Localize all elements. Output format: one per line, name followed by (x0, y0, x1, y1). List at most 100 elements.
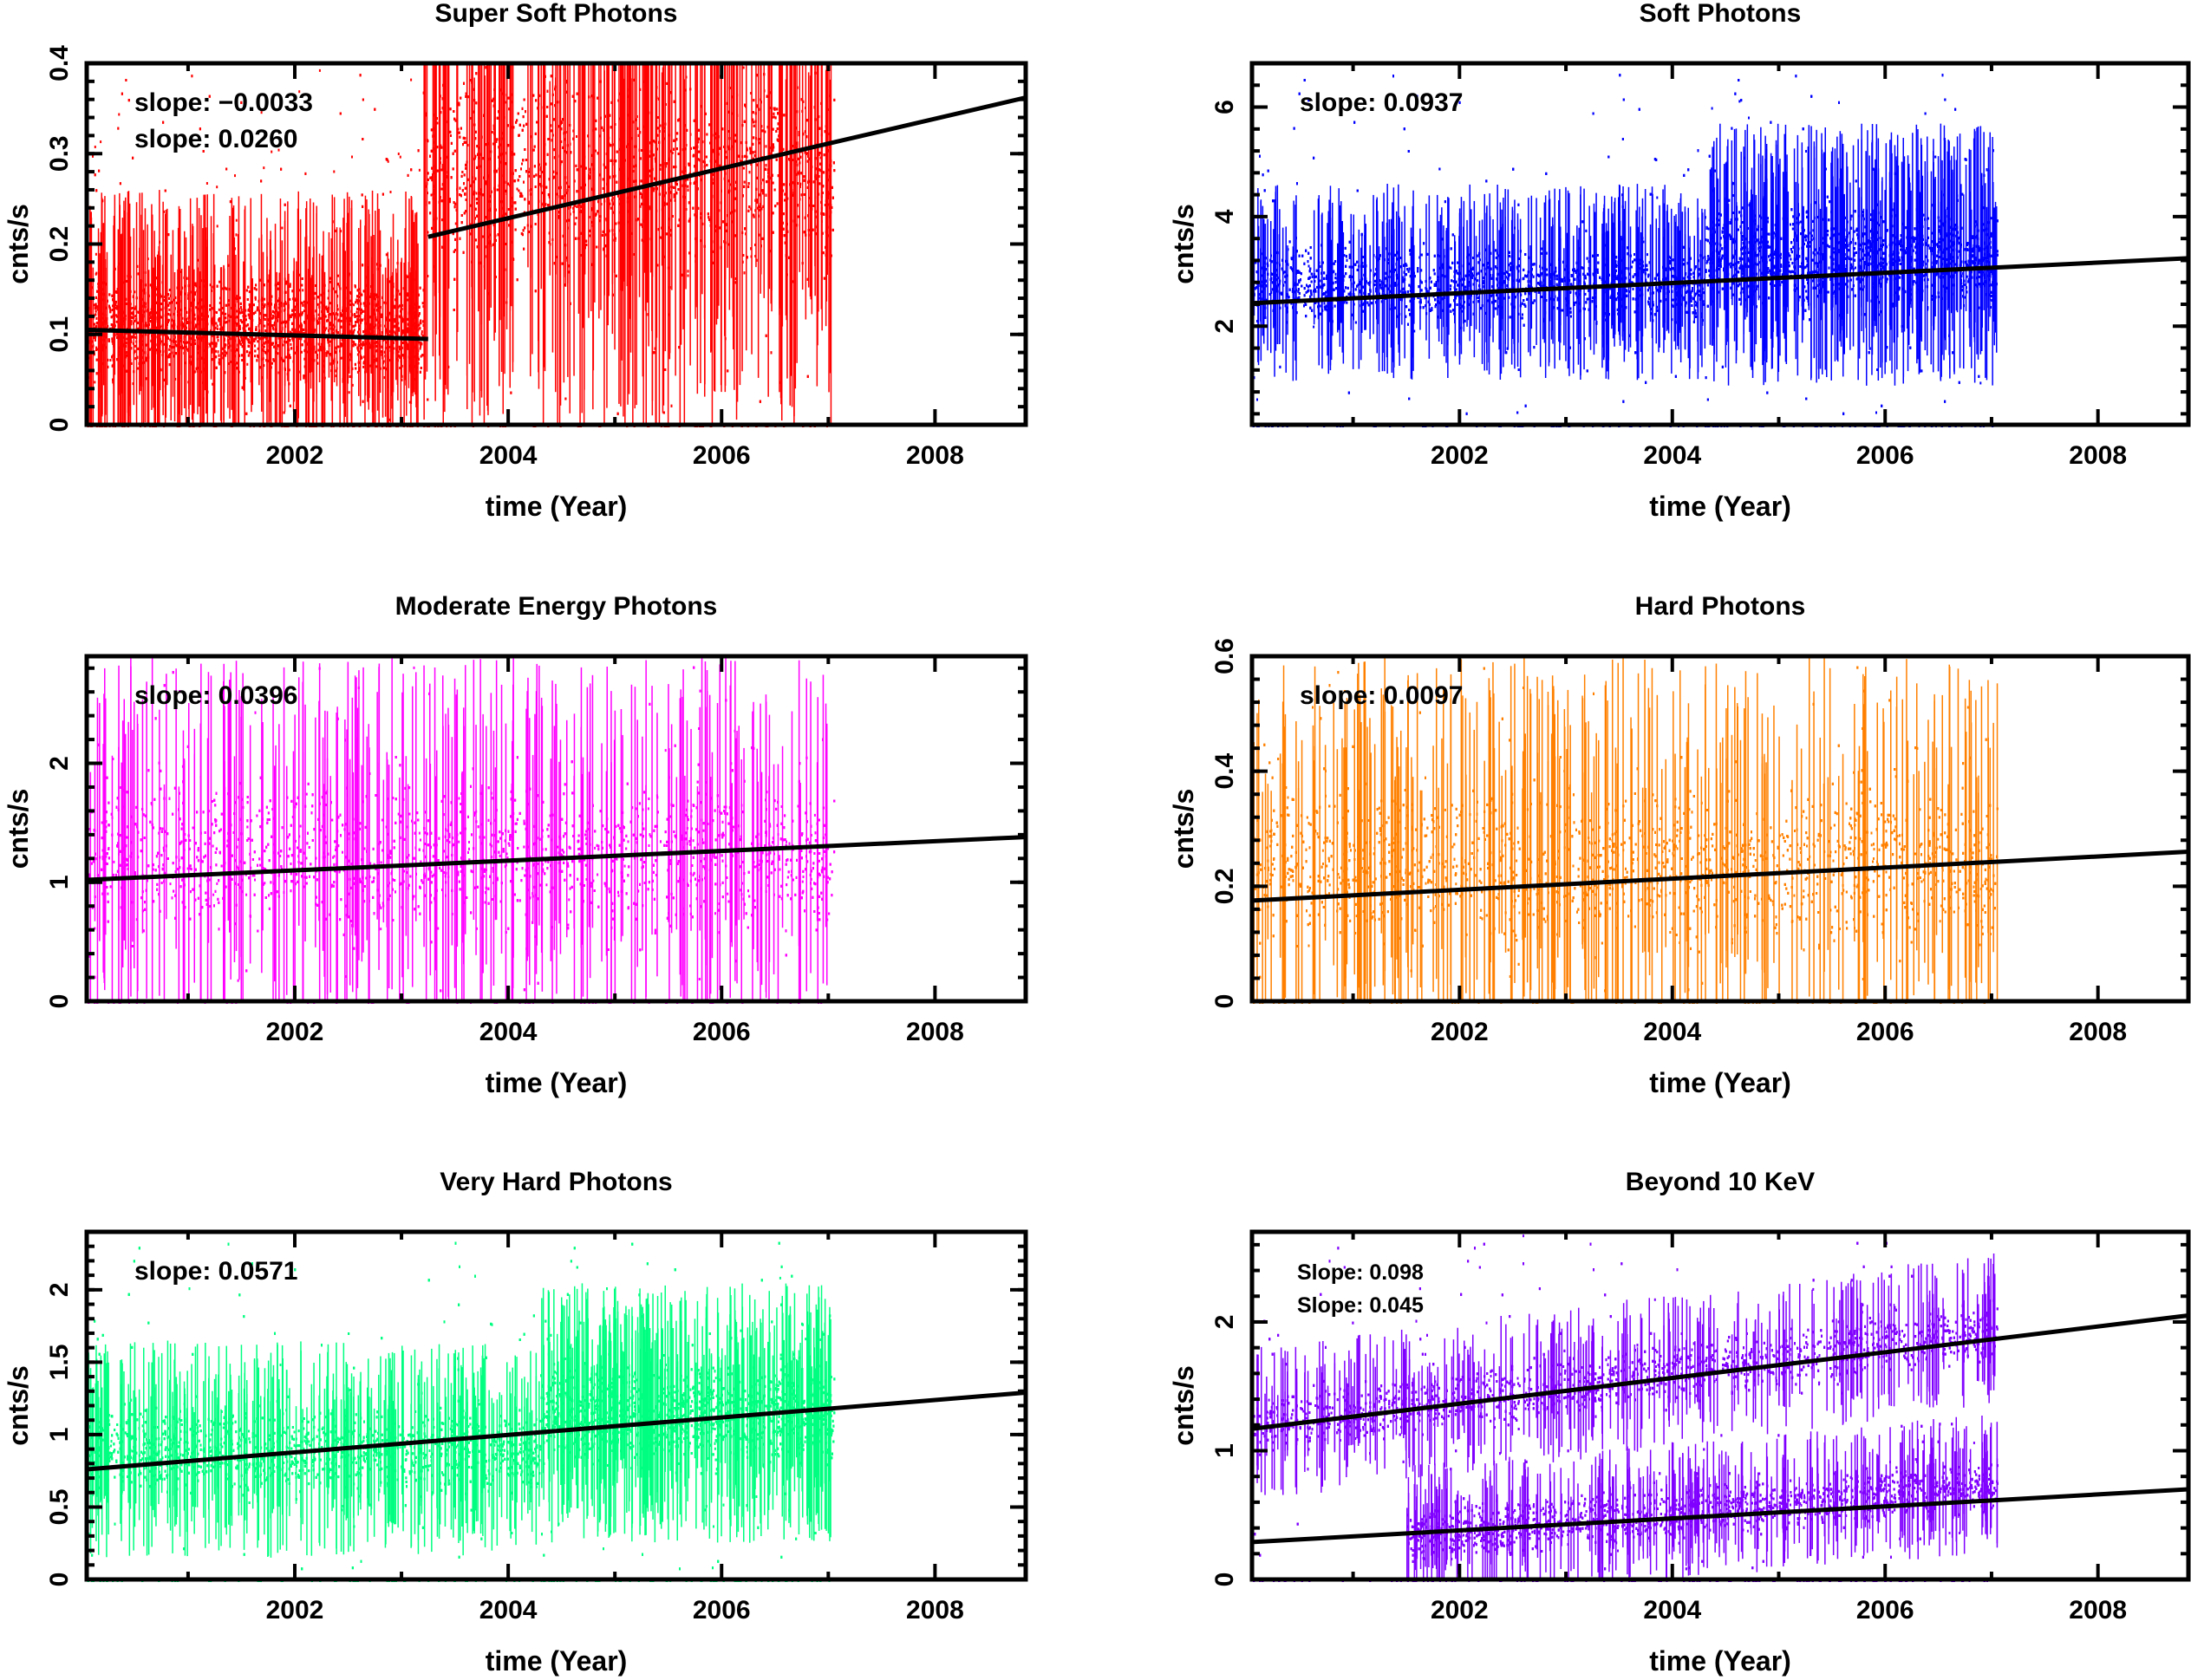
data-point (216, 344, 218, 347)
data-point (354, 313, 355, 316)
data-point (272, 324, 274, 327)
data-point (254, 355, 256, 357)
data-point (247, 338, 249, 341)
data-point (111, 316, 113, 318)
data-point (360, 74, 362, 76)
data-point (132, 307, 134, 309)
data-point (419, 169, 421, 172)
data-point (354, 325, 355, 328)
data-point (326, 355, 328, 357)
data-point (191, 75, 192, 77)
data-point (398, 153, 400, 155)
data-point (302, 277, 303, 280)
data-point (362, 99, 364, 101)
data-point (303, 301, 305, 303)
data-point (400, 156, 401, 159)
data-point (273, 346, 275, 348)
data-point (246, 363, 248, 366)
data-point (240, 306, 242, 309)
data-point (272, 358, 274, 361)
data-point (255, 329, 257, 331)
data-point (217, 335, 218, 338)
data-point (355, 321, 356, 323)
data-point (206, 182, 208, 185)
data-point (303, 329, 304, 331)
data-point (218, 350, 219, 353)
data-point (95, 253, 97, 256)
data-point (247, 323, 249, 326)
data-point (264, 325, 265, 328)
data-point (301, 329, 303, 332)
data-point (410, 79, 412, 81)
data-point (218, 281, 220, 283)
data-point (362, 264, 363, 266)
data-point (290, 343, 291, 346)
data-point (95, 317, 97, 320)
data-point (249, 290, 251, 293)
data-point (225, 355, 226, 357)
data-point (165, 190, 166, 192)
data-point (304, 173, 306, 175)
data-point (420, 371, 421, 374)
data-point (109, 359, 111, 361)
data-point (96, 290, 98, 293)
data-point (247, 298, 249, 301)
data-point (241, 309, 243, 311)
data-point (257, 340, 258, 342)
data-point (95, 296, 97, 299)
data-point (249, 351, 251, 354)
data-point (272, 315, 274, 317)
data-point (95, 338, 96, 341)
data-point (333, 171, 335, 173)
data-point (248, 355, 250, 357)
data-point (351, 156, 353, 159)
data-point (168, 297, 170, 300)
data-point (256, 359, 258, 361)
data-point (255, 296, 257, 299)
data-point (290, 356, 291, 359)
data-point (234, 174, 236, 177)
data-point (169, 363, 171, 366)
data-point (302, 289, 303, 291)
data-point (319, 69, 321, 72)
data-point (241, 354, 243, 356)
data-point (362, 193, 363, 196)
data-point (94, 381, 95, 383)
data-point (362, 319, 363, 322)
data-point (169, 302, 171, 304)
data-point (281, 227, 283, 230)
data-point (215, 322, 217, 325)
data-point (355, 368, 356, 370)
data-point (218, 318, 219, 321)
data-point (421, 330, 423, 333)
data-point (248, 328, 250, 330)
data-point (128, 99, 130, 101)
data-point (419, 306, 421, 309)
data-point (108, 338, 110, 341)
data-point (420, 348, 421, 350)
data-points (87, 63, 835, 427)
data-point (326, 320, 328, 322)
data-point (253, 303, 255, 306)
data-point (218, 355, 220, 357)
data-point (394, 305, 395, 308)
data-point (327, 310, 329, 313)
data-point (216, 311, 218, 314)
chart-figure: Super Soft Photons2002 2004 2006 200800.10.… (0, 0, 2191, 1680)
data-point (225, 168, 227, 171)
data-point (408, 174, 409, 177)
data-point (272, 327, 274, 329)
data-point (116, 291, 118, 294)
data-point (116, 321, 118, 323)
data-point (96, 305, 98, 308)
data-point (94, 323, 95, 326)
data-point (137, 348, 139, 350)
data-point (382, 193, 384, 196)
data-point (421, 333, 423, 335)
data-point (256, 326, 258, 329)
data-point (194, 283, 196, 285)
data-point (95, 189, 97, 192)
data-point (96, 359, 98, 361)
data-point (421, 354, 423, 356)
data-point (216, 342, 218, 345)
